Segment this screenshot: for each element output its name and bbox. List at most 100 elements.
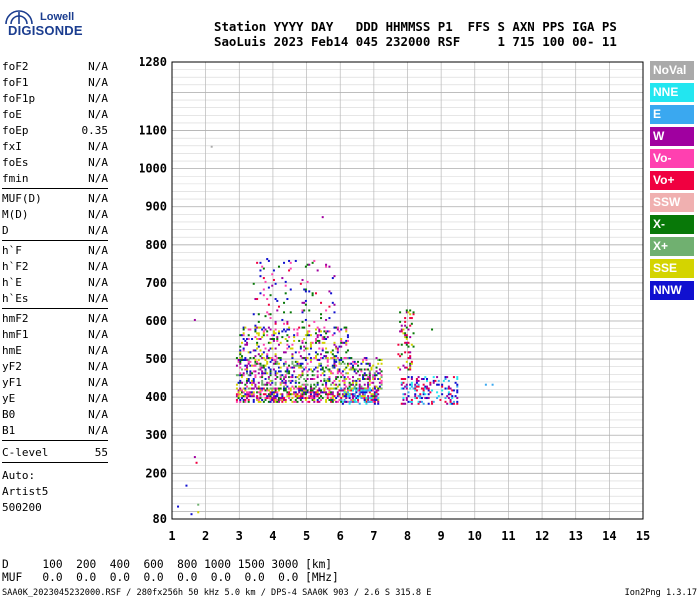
- echo-point: [286, 347, 289, 350]
- echo-point: [261, 398, 264, 401]
- echo-point: [400, 328, 403, 331]
- echo-point: [325, 318, 328, 321]
- echo-point: [244, 393, 247, 396]
- echo-point: [378, 372, 381, 375]
- echo-point: [321, 366, 324, 369]
- echo-point: [331, 334, 334, 337]
- echo-point: [272, 338, 275, 341]
- echo-point: [338, 398, 341, 401]
- echo-point: [256, 347, 259, 350]
- echo-point: [353, 393, 356, 396]
- echo-point: [254, 362, 257, 365]
- echo-point: [298, 366, 301, 369]
- echo-point: [269, 341, 272, 344]
- echo-point: [267, 286, 270, 289]
- separator-line: [2, 462, 108, 463]
- echo-point: [355, 391, 358, 394]
- legend-item: NNW: [650, 281, 694, 300]
- echo-point: [375, 357, 378, 360]
- echo-point: [432, 379, 435, 382]
- echo-point: [284, 389, 287, 392]
- echo-point: [370, 400, 373, 403]
- echo-point: [274, 282, 277, 285]
- echo-point: [239, 389, 242, 392]
- echo-point: [254, 385, 257, 388]
- echo-point: [299, 395, 302, 398]
- echo-point: [446, 387, 449, 390]
- echo-point: [377, 377, 380, 380]
- echo-point: [355, 379, 358, 382]
- echo-point: [363, 374, 366, 377]
- echo-point: [244, 343, 247, 346]
- echo-point: [372, 374, 375, 377]
- param-value: N/A: [88, 60, 108, 73]
- echo-point: [240, 368, 243, 371]
- echo-point: [402, 377, 405, 380]
- echo-point: [343, 393, 346, 396]
- echo-point: [246, 393, 249, 396]
- echo-point: [269, 370, 272, 373]
- echo-point: [274, 298, 277, 301]
- clevel-value: 55: [94, 446, 108, 459]
- echo-point: [284, 338, 287, 341]
- echo-point: [447, 397, 450, 400]
- echo-point: [330, 292, 333, 295]
- echo-point: [424, 397, 427, 400]
- echo-point: [325, 338, 328, 341]
- echo-point: [414, 393, 417, 396]
- echo-point: [291, 366, 294, 369]
- echo-point: [262, 387, 265, 390]
- echo-point: [432, 381, 435, 384]
- echo-point: [293, 328, 296, 331]
- echo-point: [422, 383, 425, 386]
- echo-point: [296, 360, 299, 363]
- echo-point: [294, 385, 297, 388]
- echo-point: [242, 387, 245, 390]
- echo-point: [246, 364, 249, 367]
- y-tick-label: 200: [145, 466, 167, 480]
- echo-point: [279, 393, 282, 396]
- echo-point: [331, 277, 334, 280]
- echo-point: [357, 364, 360, 367]
- echo-point: [362, 387, 365, 390]
- echo-point: [242, 372, 245, 375]
- echo-point: [281, 393, 284, 396]
- echo-point: [261, 379, 264, 382]
- echo-point: [269, 328, 272, 331]
- echo-point: [434, 379, 437, 382]
- echo-point: [320, 362, 323, 365]
- echo-point: [377, 400, 380, 403]
- echo-point: [409, 309, 412, 312]
- echo-point: [372, 393, 375, 396]
- echo-point: [251, 379, 254, 382]
- echo-point: [331, 391, 334, 394]
- echo-point: [409, 364, 412, 367]
- echo-point: [272, 362, 275, 365]
- echo-point: [293, 370, 296, 373]
- echo-point: [252, 357, 255, 360]
- echo-point: [251, 372, 254, 375]
- echo-point: [436, 376, 439, 379]
- echo-point: [256, 261, 259, 264]
- echo-point: [456, 385, 459, 388]
- echo-point: [404, 324, 407, 327]
- echo-point: [251, 381, 254, 384]
- echo-point: [333, 311, 336, 314]
- echo-point: [276, 387, 279, 390]
- echo-point: [308, 290, 311, 293]
- echo-point: [321, 336, 324, 339]
- echo-point: [286, 370, 289, 373]
- echo-point: [316, 370, 319, 373]
- echo-point: [308, 334, 311, 337]
- echo-point: [284, 330, 287, 333]
- echo-point: [313, 377, 316, 380]
- echo-point: [351, 379, 354, 382]
- echo-point: [267, 381, 270, 384]
- echo-point: [363, 372, 366, 375]
- echo-point: [279, 387, 282, 390]
- muf-row: MUF 0.0 0.0 0.0 0.0 0.0 0.0 0.0 0.0 [MHz…: [2, 571, 339, 584]
- echo-point: [283, 301, 286, 304]
- echo-point: [404, 366, 407, 369]
- echo-point: [343, 398, 346, 401]
- echo-point: [266, 389, 269, 392]
